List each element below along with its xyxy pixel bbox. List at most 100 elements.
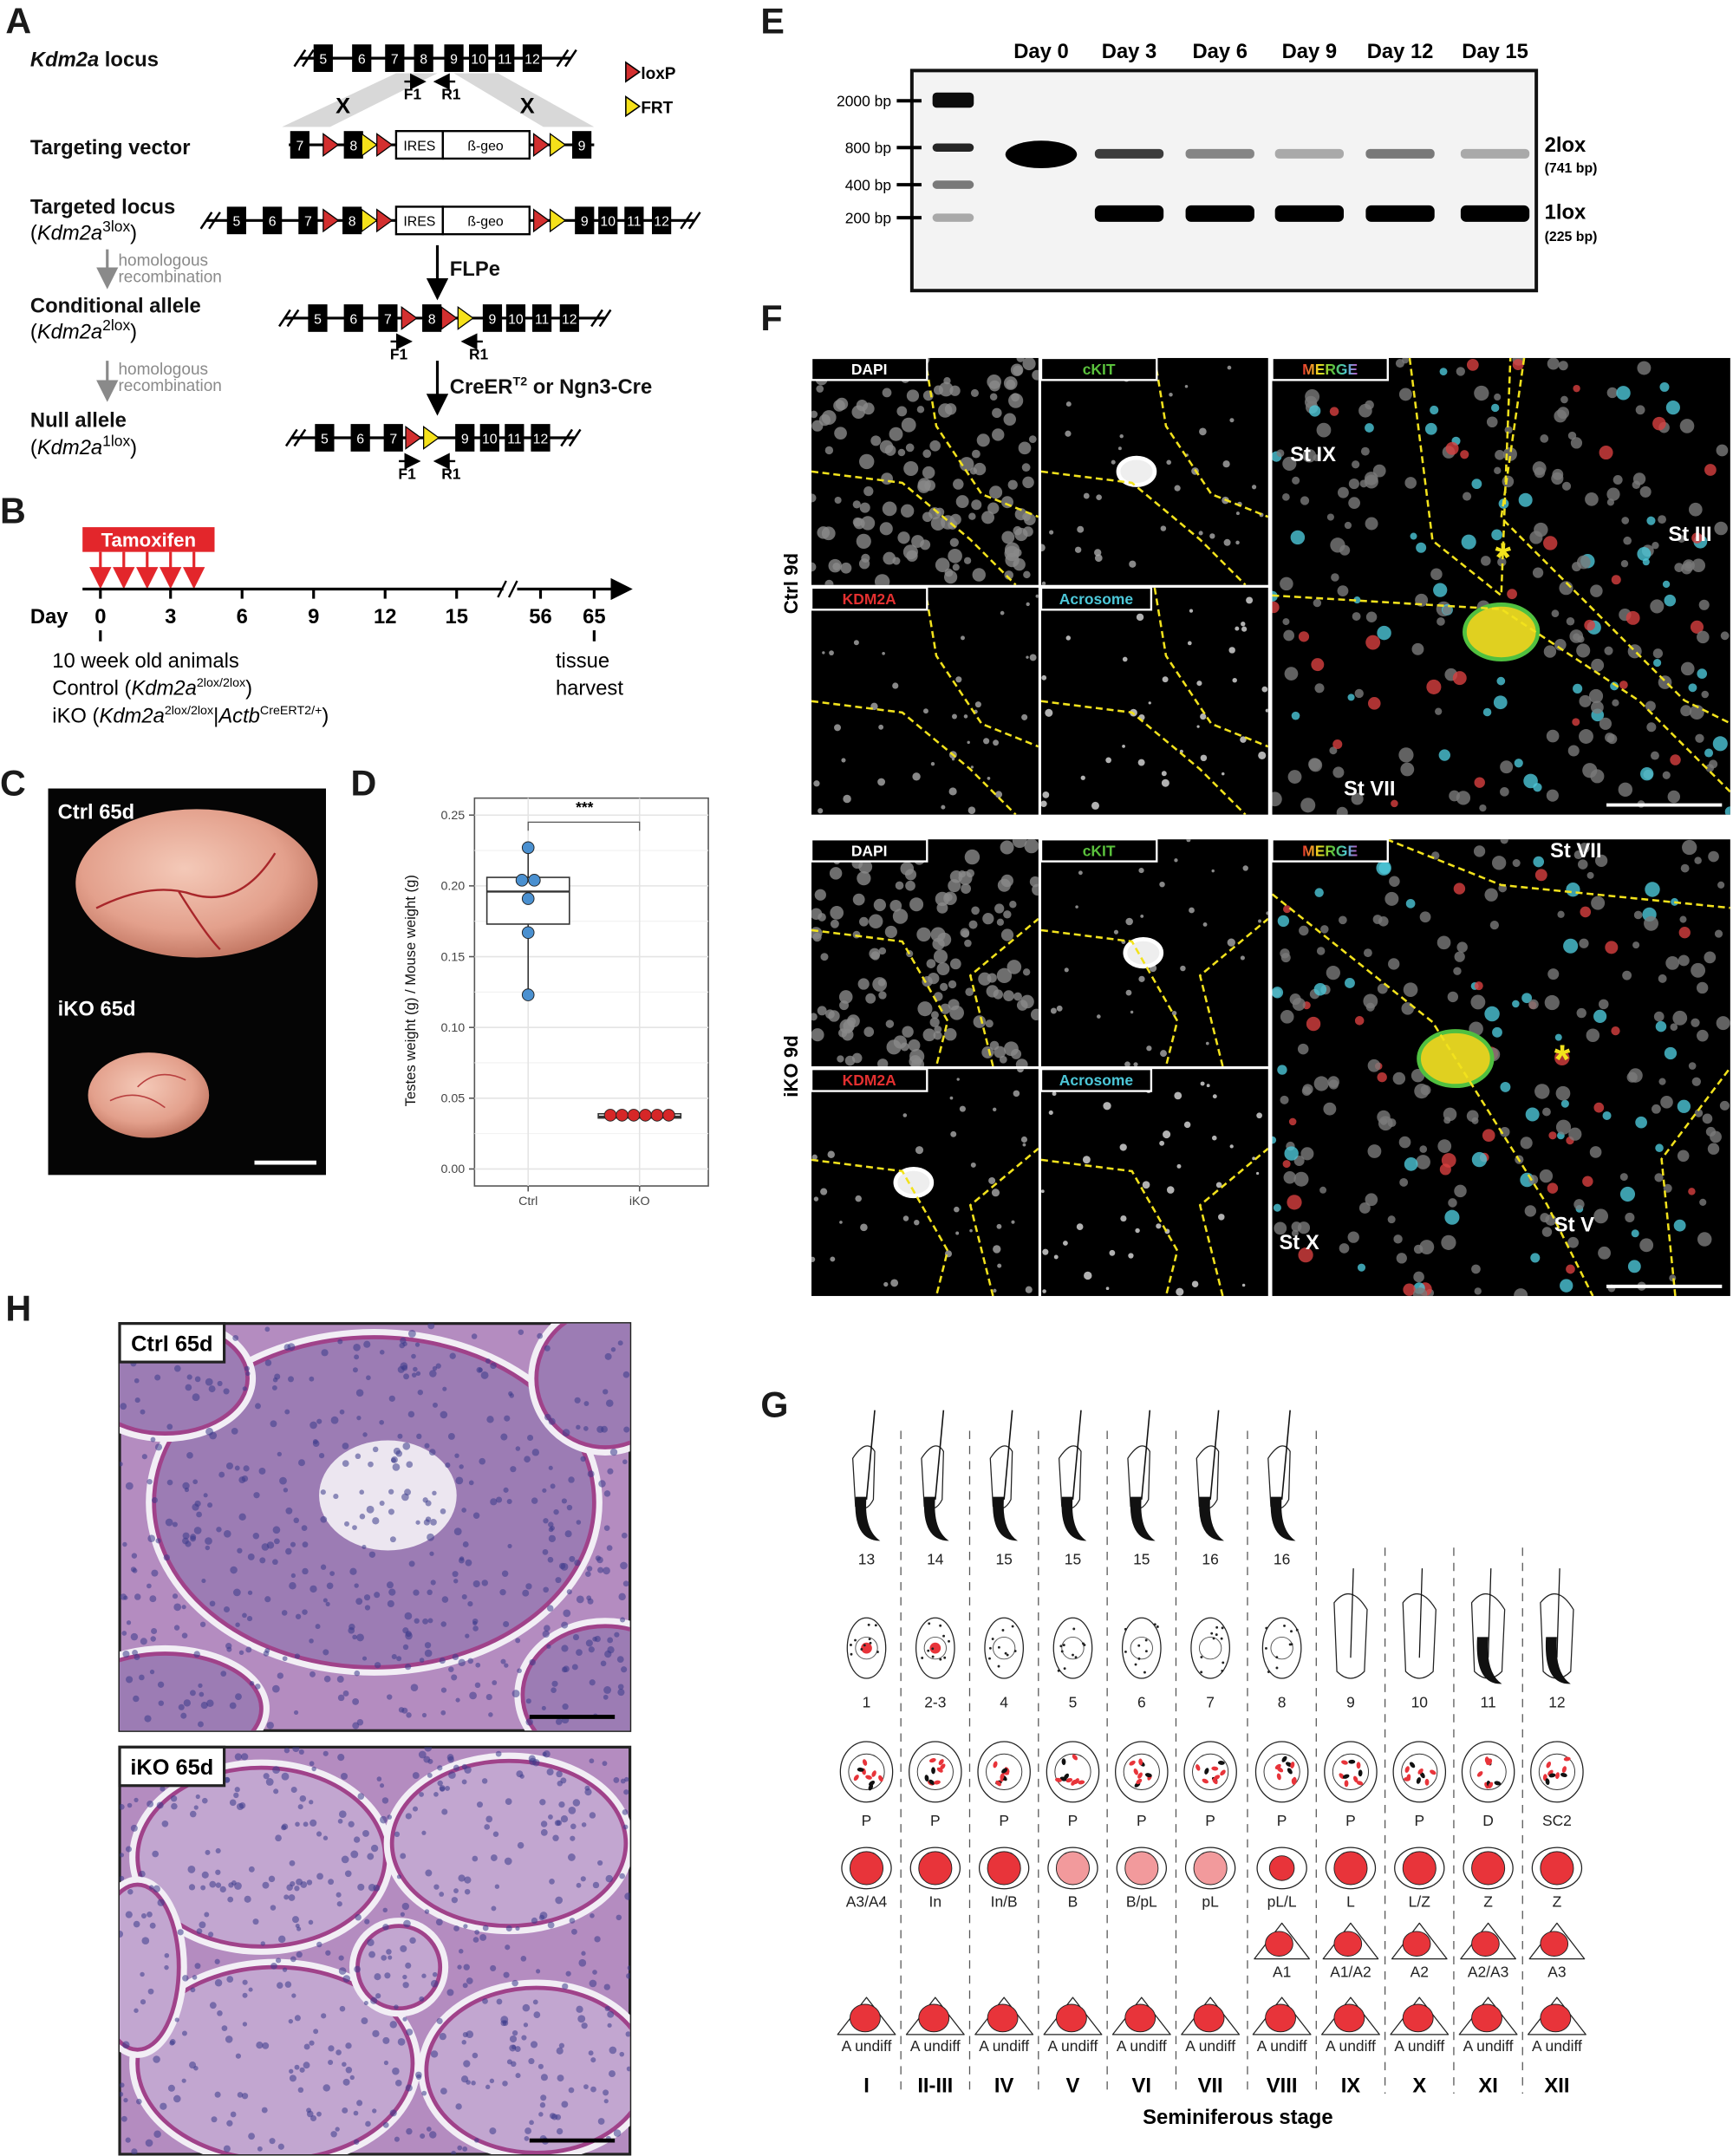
cell-label: pL — [1202, 1892, 1219, 1910]
cell-nucleus — [852, 517, 863, 527]
band-1lox — [1094, 205, 1164, 222]
nucleus — [198, 1683, 203, 1689]
nucleus — [439, 2033, 446, 2041]
cell-nucleus — [1029, 654, 1037, 661]
nucleus — [362, 1656, 368, 1661]
band-2lox-size: (741 bp) — [1545, 161, 1598, 176]
cell-nucleus — [1620, 560, 1629, 568]
nucleus — [440, 1508, 446, 1514]
spermatid-nucleus — [1270, 1636, 1293, 1660]
cell-nucleus — [1691, 1018, 1700, 1027]
nucleus — [482, 1925, 489, 1931]
granule — [1134, 1663, 1137, 1666]
nucleus — [264, 1596, 271, 1603]
cell-nucleus — [1619, 1186, 1636, 1202]
nucleus — [604, 1650, 612, 1658]
chromatin-mark — [1133, 1768, 1138, 1775]
nucleus — [170, 1795, 178, 1802]
nucleus — [339, 2005, 346, 2012]
nucleus — [423, 1519, 431, 1526]
channel-label: Acrosome — [1059, 590, 1134, 608]
cell-nucleus — [1588, 688, 1604, 704]
nucleus — [617, 1340, 623, 1346]
cell-nucleus — [948, 787, 957, 796]
nucleus — [618, 1593, 626, 1601]
nucleus — [539, 2102, 546, 2108]
cell-nucleus — [1171, 1010, 1177, 1016]
nucleus — [235, 1622, 240, 1627]
cell-nucleus — [1136, 613, 1144, 622]
nucleus — [164, 1964, 169, 1970]
cell-nucleus — [824, 579, 834, 585]
cell-nucleus — [1663, 1183, 1672, 1193]
cell-nucleus — [1183, 1121, 1191, 1129]
nucleus — [235, 2053, 242, 2059]
nucleus — [590, 2057, 596, 2063]
tubule-boundary — [1040, 470, 1247, 585]
cell-nucleus — [1623, 536, 1632, 545]
chromatin-mark — [928, 1779, 935, 1785]
cell-nucleus — [963, 557, 972, 564]
exon-number: 8 — [349, 215, 356, 230]
cell-nucleus — [1339, 915, 1347, 925]
seminiferous-tubule — [135, 1765, 388, 1949]
cell-nucleus — [1065, 635, 1072, 641]
cell-nucleus — [1678, 954, 1690, 967]
chromatin-mark — [1342, 1774, 1350, 1779]
exon-box — [598, 206, 618, 235]
nucleus — [205, 1378, 213, 1386]
nucleus — [353, 2110, 359, 2116]
nucleus — [196, 1928, 203, 1934]
cell-nucleus — [1404, 1157, 1418, 1171]
chromatin-mark — [853, 1775, 859, 1781]
cell-nucleus — [1024, 839, 1039, 854]
nucleus — [548, 1465, 553, 1470]
cell-nucleus — [1298, 1247, 1313, 1263]
granule — [1220, 1637, 1223, 1640]
cell-nucleus — [1546, 729, 1560, 743]
granule — [1200, 1656, 1203, 1658]
band-1lox — [1274, 205, 1345, 222]
exon-box — [313, 44, 333, 72]
cell-nucleus — [1053, 1254, 1059, 1260]
nucleus — [583, 1426, 589, 1431]
ladder-label: 2000 bp — [837, 93, 891, 110]
cell-nucleus — [1138, 867, 1144, 874]
cell-nucleus — [901, 504, 915, 518]
nucleus — [388, 1955, 393, 1960]
cell-nucleus — [1704, 464, 1717, 476]
nucleus — [455, 1476, 464, 1485]
chromatin-mark — [1341, 1760, 1348, 1765]
granule — [997, 1645, 1000, 1649]
nucleus — [356, 1633, 364, 1642]
nucleus — [279, 1476, 287, 1485]
nucleus — [459, 1556, 465, 1561]
cell-nucleus — [1474, 981, 1483, 991]
nucleus — [522, 2003, 531, 2012]
nucleus — [289, 1860, 296, 1866]
nucleus — [227, 1896, 234, 1903]
germ-cell-nucleus — [1124, 1851, 1159, 1886]
nucleus — [225, 2035, 233, 2043]
cell-nucleus — [1018, 441, 1032, 455]
cell-nucleus — [1345, 978, 1355, 988]
nucleus — [592, 1881, 600, 1889]
nucleus — [404, 1664, 412, 1671]
nucleus — [149, 1595, 157, 1603]
nucleus — [490, 1854, 498, 1861]
nucleus — [510, 2061, 517, 2068]
cell-nucleus — [1082, 1156, 1091, 1164]
cell-nucleus — [1626, 610, 1640, 625]
nucleus — [583, 2084, 589, 2089]
cell-nucleus — [1599, 446, 1613, 460]
granule — [1063, 1667, 1066, 1671]
cell-nucleus — [1572, 718, 1580, 726]
nucleus — [205, 1537, 212, 1545]
exon-number: 12 — [533, 432, 549, 446]
spermatogonium-nucleus — [1193, 2003, 1225, 2033]
nucleus — [270, 1963, 277, 1970]
loxp-legend-icon — [625, 61, 642, 83]
nucleus — [320, 1515, 328, 1523]
nucleus — [207, 1502, 213, 1508]
granule — [1275, 1656, 1279, 1659]
